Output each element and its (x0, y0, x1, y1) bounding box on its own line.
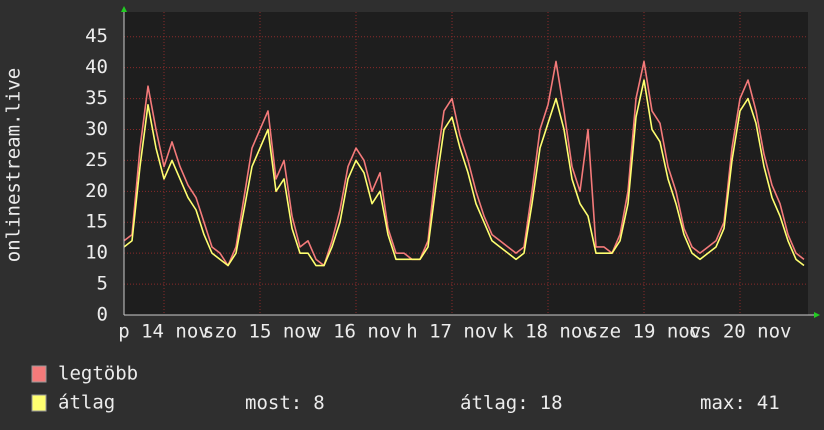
stat-value: 41 (757, 392, 780, 414)
legend-swatch (31, 394, 47, 412)
y-tick-label: 25 (85, 149, 108, 171)
x-tick-label: sze 19 nov (587, 321, 701, 343)
stat-label: most: (245, 392, 302, 414)
y-tick-label: 35 (85, 87, 108, 109)
plot-area (124, 12, 808, 315)
y-arrow (121, 6, 127, 12)
x-tick-label: v 16 nov (310, 321, 402, 343)
y-tick-label: 45 (85, 25, 108, 47)
x-arrow (814, 312, 820, 318)
y-tick-label: 15 (85, 211, 108, 233)
x-tick-label: p 14 nov (118, 321, 210, 343)
y-tick-label: 30 (85, 118, 108, 140)
stat-value: 8 (313, 392, 324, 414)
lines (123, 60, 805, 267)
stat: átlag: 18 (460, 392, 563, 414)
stat-label: max: (700, 392, 746, 414)
stat-label: átlag: (460, 392, 529, 414)
legend-label: legtöbb (58, 363, 138, 385)
x-tick-label: cs 20 nov (689, 321, 792, 343)
y-tick-label: 20 (85, 180, 108, 202)
legend-swatch (31, 365, 47, 383)
y-tick-label: 10 (85, 242, 108, 264)
grid (124, 12, 808, 316)
y-tick-label: 5 (97, 273, 108, 295)
x-tick-label: k 18 nov (502, 321, 594, 343)
stat: most: 8 (245, 392, 325, 414)
y-tick-label: 0 (97, 304, 108, 326)
stat-value: 18 (540, 392, 563, 414)
x-tick-label: szo 15 nov (203, 321, 317, 343)
stat: max: 41 (700, 392, 780, 414)
series-line (123, 79, 805, 267)
x-tick-label: h 17 nov (406, 321, 498, 343)
y-tick-label: 40 (85, 56, 108, 78)
legend-label: átlag (58, 392, 115, 414)
y-axis-label: onlinestream.live (3, 68, 25, 262)
series-line (123, 60, 805, 267)
